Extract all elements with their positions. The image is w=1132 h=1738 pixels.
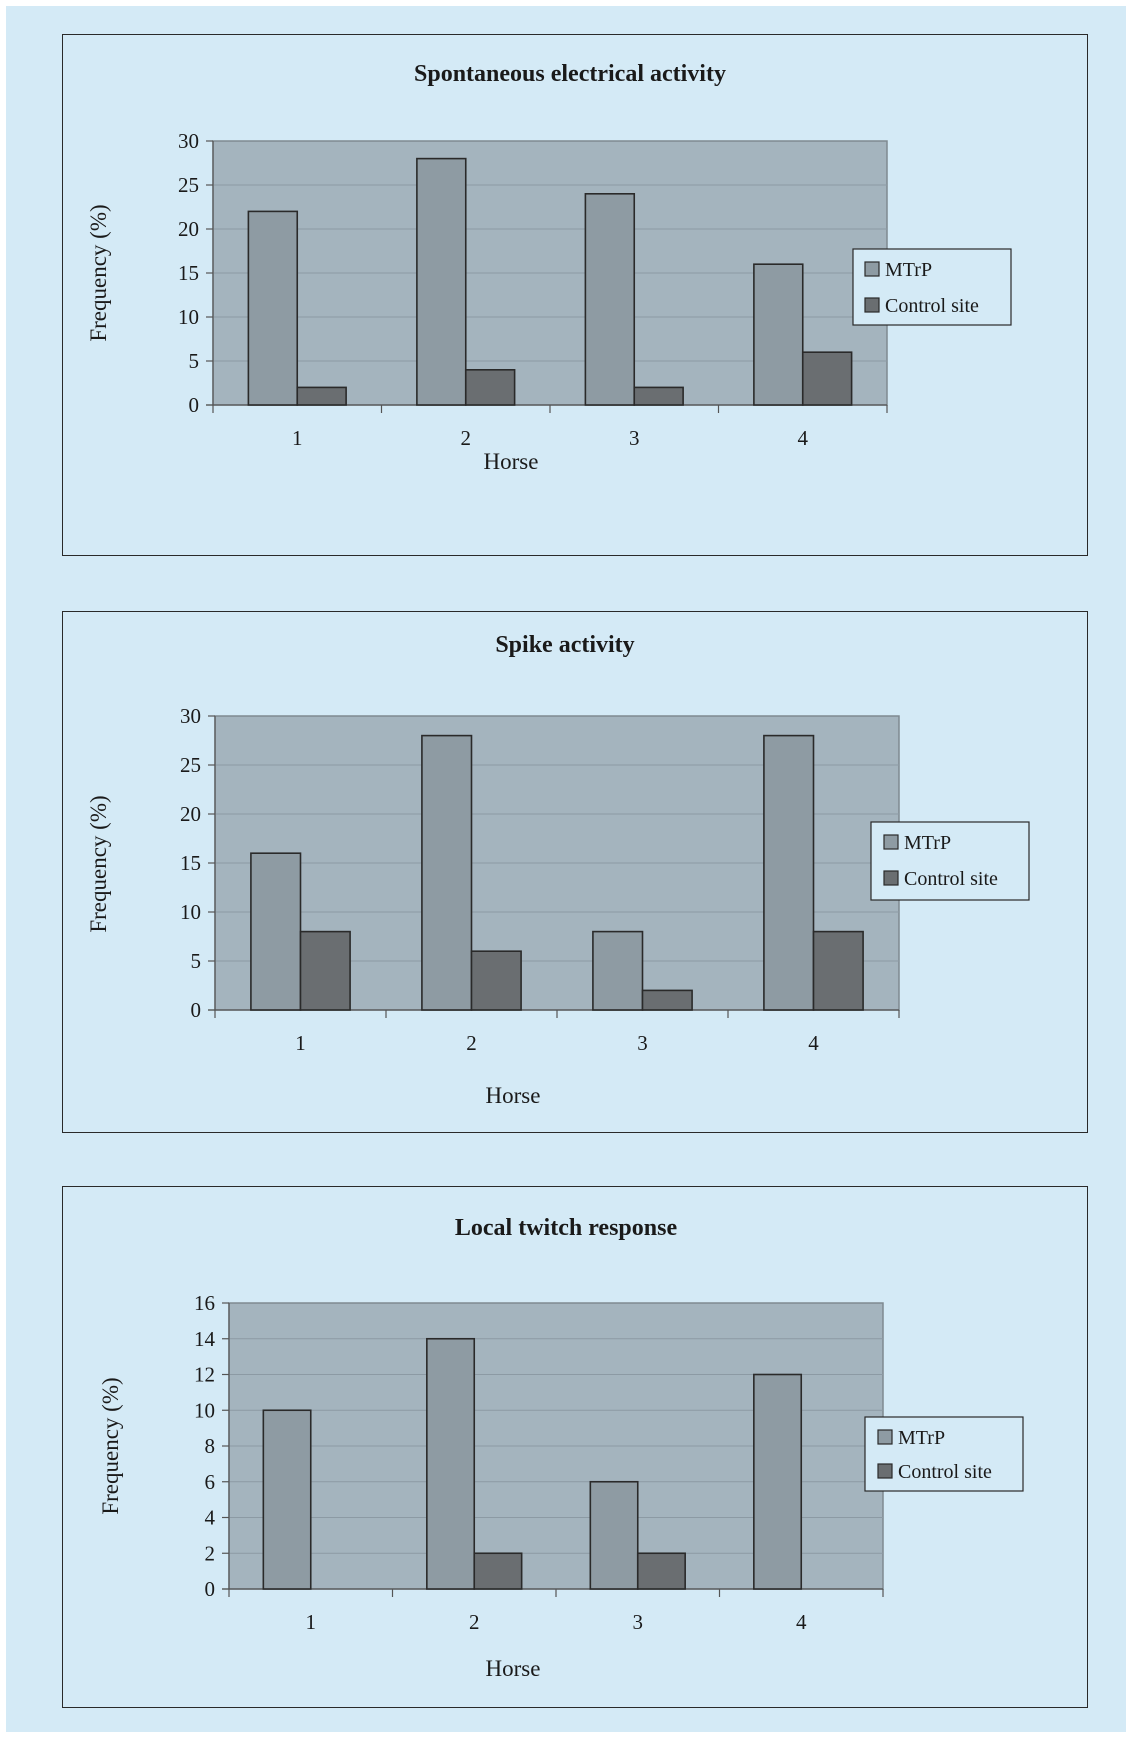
y-tick-label: 5	[191, 949, 202, 973]
bar-control-horse-2	[464, 368, 516, 406]
y-tick-label: 30	[178, 129, 199, 153]
legend: MTrP Control site	[870, 821, 1030, 901]
y-tick-label: 6	[205, 1470, 216, 1494]
y-tick-label: 2	[205, 1541, 216, 1565]
y-tick-label: 25	[180, 753, 201, 777]
y-tick-label: 25	[178, 173, 199, 197]
bar-control-horse-2	[473, 1552, 523, 1590]
bar-mtrp-horse-1	[250, 852, 302, 1011]
y-tick-label: 15	[178, 261, 199, 285]
x-tick-label: 2	[466, 1031, 477, 1055]
legend-box	[864, 1416, 1024, 1492]
y-tick-label: 0	[189, 393, 200, 417]
legend: MTrP Control site	[852, 248, 1012, 326]
bar-control-horse-2	[470, 950, 522, 1011]
y-tick-label: 12	[194, 1363, 215, 1387]
chart-spontaneous: Spontaneous electrical activity Horse Fr…	[86, 61, 1012, 474]
legend-swatch-mtrp	[883, 834, 899, 850]
x-tick-label: 1	[295, 1031, 306, 1055]
bar-mtrp-horse-4	[763, 734, 815, 1011]
bar-mtrp-horse-4	[753, 263, 804, 406]
chart-title: Spike activity	[495, 632, 634, 658]
legend-label-control: Control site	[904, 868, 998, 890]
bar-control-horse-1	[296, 386, 347, 406]
legend-swatch-control	[864, 297, 880, 313]
y-tick-label: 10	[178, 305, 199, 329]
bar-control-horse-3	[641, 989, 693, 1011]
bar-mtrp-horse-2	[416, 157, 467, 406]
y-tick-label: 20	[180, 802, 201, 826]
chart-title: Spontaneous electrical activity	[414, 61, 726, 87]
chart-local-twitch: Local twitch response Horse Frequency (%…	[98, 1215, 1024, 1681]
y-axis-label: Frequency (%)	[98, 1377, 123, 1514]
x-tick-label: 3	[629, 426, 640, 450]
plot-area: 0 5 10 15 20 25 30 1 2 3 4	[178, 129, 888, 450]
x-tick-label: 4	[798, 426, 809, 450]
chart-panel-spontaneous: Spontaneous electrical activity Horse Fr…	[62, 34, 1088, 556]
bar-mtrp-horse-2	[426, 1337, 476, 1590]
y-tick-label: 30	[180, 704, 201, 728]
chart-title: Local twitch response	[455, 1215, 678, 1241]
y-tick-label: 14	[194, 1327, 216, 1351]
y-tick-label: 16	[194, 1291, 215, 1315]
bar-control-horse-3	[636, 1552, 686, 1590]
legend: MTrP Control site	[864, 1416, 1024, 1492]
bar-mtrp-horse-3	[584, 193, 636, 406]
y-tick-label: 0	[191, 998, 202, 1022]
legend-swatch-control	[877, 1463, 893, 1479]
y-tick-label: 10	[180, 900, 201, 924]
x-tick-label: 3	[633, 1610, 644, 1634]
y-tick-label: 10	[194, 1398, 215, 1422]
x-tick-label: 1	[292, 426, 303, 450]
legend-label-control: Control site	[898, 1461, 992, 1483]
y-tick-label: 8	[205, 1434, 216, 1458]
legend-label-control: Control site	[885, 295, 979, 317]
y-axis-label: Frequency (%)	[86, 795, 111, 932]
bar-mtrp-horse-1	[262, 1409, 312, 1590]
bar-mtrp-horse-3	[592, 930, 644, 1011]
x-tick-label: 4	[808, 1031, 819, 1055]
legend-swatch-mtrp	[864, 261, 880, 277]
legend-swatch-control	[883, 870, 899, 886]
bar-control-horse-1	[299, 930, 351, 1011]
bar-control-horse-3	[633, 386, 684, 406]
x-tick-label: 4	[796, 1610, 807, 1634]
x-tick-label: 2	[469, 1610, 480, 1634]
plot-area: 0 5 10 15 20 25 30 1 2 3 4	[180, 704, 900, 1055]
x-tick-label: 3	[637, 1031, 648, 1055]
legend-label-mtrp: MTrP	[898, 1427, 945, 1449]
bar-mtrp-horse-1	[247, 210, 299, 406]
figure-page: Spontaneous electrical activity Horse Fr…	[6, 6, 1126, 1732]
chart-spike: Spike activity Horse Frequency (%) 0 5 10 1…	[86, 632, 1030, 1108]
legend-swatch-mtrp	[877, 1429, 893, 1445]
bar-control-horse-4	[812, 930, 864, 1011]
bar-control-horse-4	[801, 351, 853, 406]
x-axis-label: Horse	[486, 1083, 541, 1108]
bar-mtrp-horse-3	[589, 1480, 639, 1590]
chart-panel-local-twitch: Local twitch response Horse Frequency (%…	[62, 1186, 1088, 1708]
x-axis-label: Horse	[484, 449, 539, 474]
x-axis-label: Horse	[486, 1656, 541, 1681]
legend-label-mtrp: MTrP	[885, 259, 932, 281]
y-tick-label: 15	[180, 851, 201, 875]
bar-mtrp-horse-2	[421, 734, 473, 1011]
legend-label-mtrp: MTrP	[904, 832, 951, 854]
y-tick-label: 20	[178, 217, 199, 241]
x-tick-label: 2	[461, 426, 472, 450]
y-tick-label: 5	[189, 349, 200, 373]
chart-panel-spike: Spike activity Horse Frequency (%) 0 5 10 1…	[62, 611, 1088, 1133]
y-axis-label: Frequency (%)	[86, 204, 111, 341]
bar-mtrp-horse-4	[753, 1373, 803, 1590]
x-tick-label: 1	[306, 1610, 317, 1634]
y-tick-label: 4	[205, 1506, 216, 1530]
y-tick-label: 0	[205, 1577, 216, 1601]
